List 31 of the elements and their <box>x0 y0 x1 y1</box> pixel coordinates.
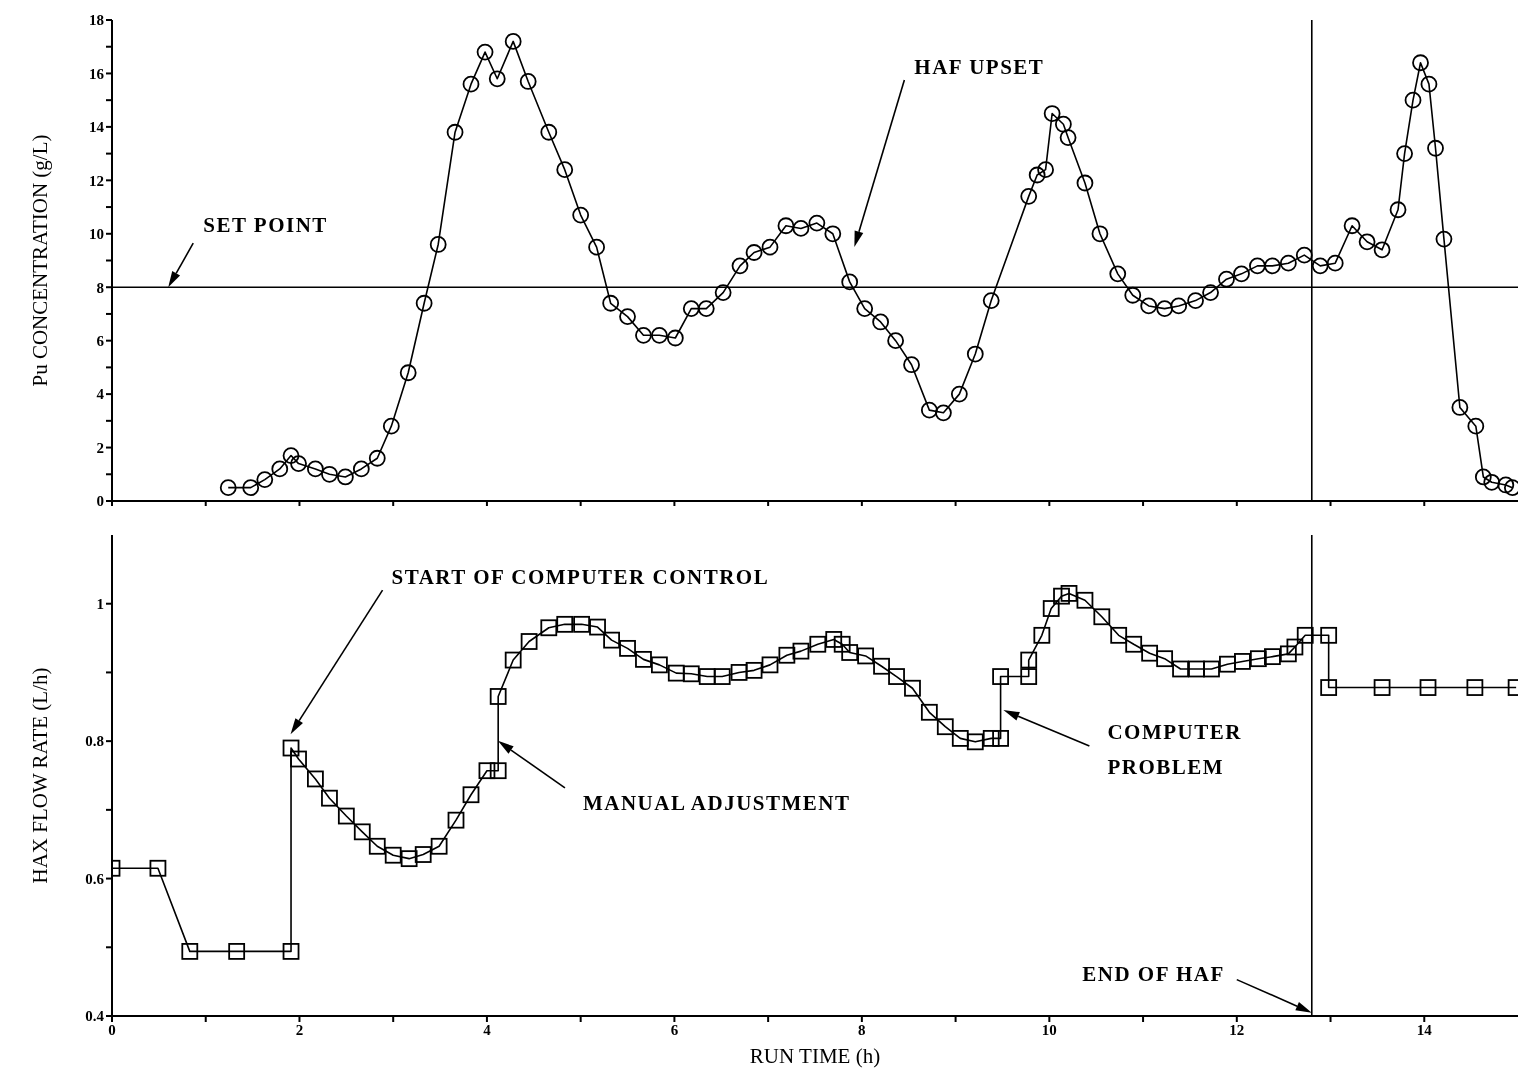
y-tick-label: 16 <box>89 65 105 82</box>
x-tick-label: 14 <box>1416 1021 1433 1038</box>
y-tick-label: 12 <box>89 172 104 189</box>
x-axis-title: RUN TIME (h) <box>749 1044 881 1068</box>
y-tick-label: 0.8 <box>85 733 104 750</box>
x-tick-label: 10 <box>1041 1021 1057 1038</box>
y-tick-label: 8 <box>96 279 104 296</box>
y-tick-label: 0.6 <box>85 870 105 887</box>
x-tick-label: 0 <box>108 1021 116 1038</box>
y-tick-label: 2 <box>96 439 104 456</box>
y-tick-label: 10 <box>89 226 104 243</box>
y-tick-label: 0.4 <box>85 1008 105 1025</box>
ref-line-label: END OF HAF <box>1082 961 1225 986</box>
y-axis-title: Pu CONCENTRATION (g/L) <box>28 134 52 387</box>
y-axis-title: HAX FLOW RATE (L/h) <box>28 667 52 884</box>
x-tick-label: 4 <box>483 1021 492 1038</box>
x-tick-label: 6 <box>670 1021 679 1038</box>
annotation: MANUAL ADJUSTMENT <box>582 790 851 815</box>
y-tick-label: 6 <box>96 332 105 349</box>
annotation: COMPUTER PROBLEM <box>1107 720 1242 780</box>
y-tick-label: 14 <box>89 119 105 136</box>
x-tick-label: 2 <box>295 1021 304 1038</box>
annotation: START OF COMPUTER CONTROL <box>391 565 770 590</box>
ref-line-label: SET POINT <box>203 213 328 238</box>
y-tick-label: 18 <box>89 12 104 29</box>
y-tick-label: 4 <box>96 386 105 403</box>
y-tick-label: 0 <box>96 493 104 510</box>
x-tick-label: 8 <box>858 1021 866 1038</box>
x-tick-label: 12 <box>1229 1021 1245 1038</box>
annotation: HAF UPSET <box>914 55 1045 80</box>
y-tick-label: 1 <box>96 596 104 613</box>
